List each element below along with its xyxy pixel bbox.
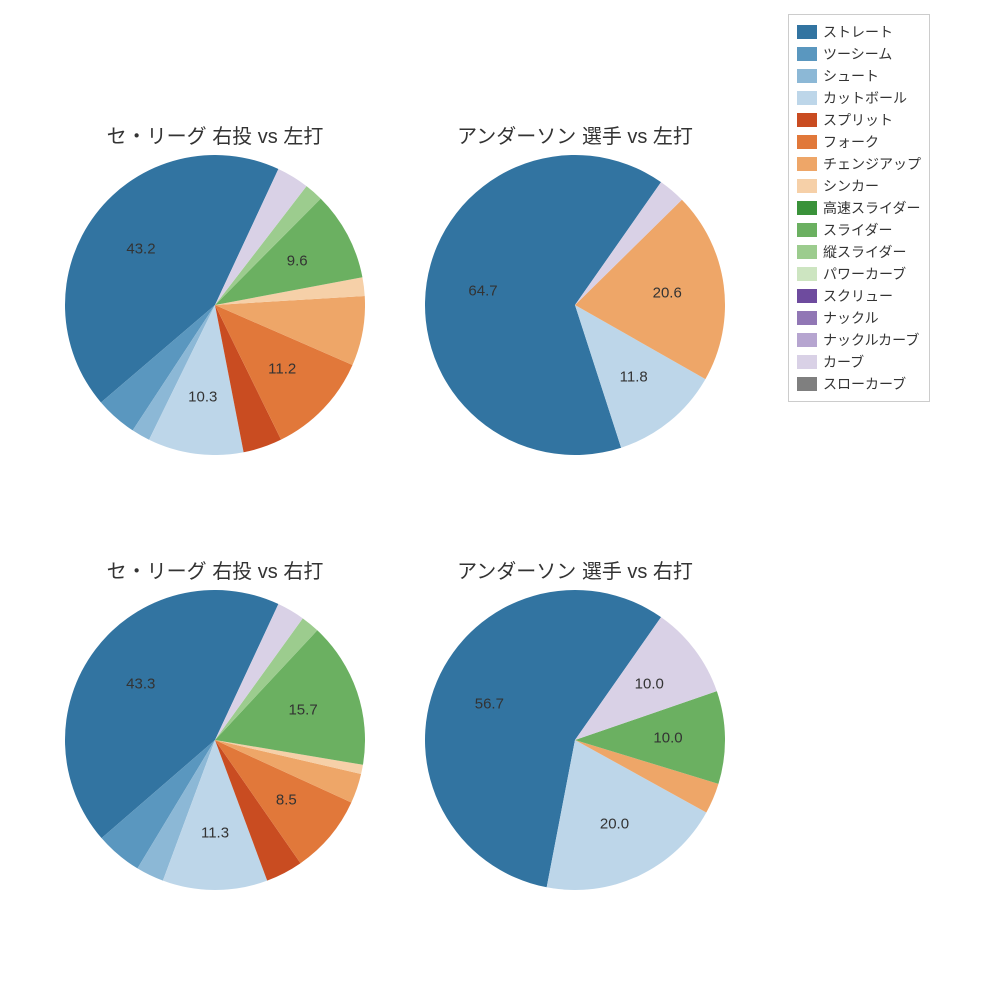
legend-item: ツーシーム <box>797 43 921 65</box>
legend-label: スローカーブ <box>823 374 906 394</box>
legend-item: チェンジアップ <box>797 153 921 175</box>
legend-swatch <box>797 223 817 237</box>
legend-label: ナックルカーブ <box>823 330 919 350</box>
chart-title: セ・リーグ 右投 vs 右打 <box>107 555 324 584</box>
legend-swatch <box>797 113 817 127</box>
legend-swatch <box>797 267 817 281</box>
legend-label: チェンジアップ <box>823 154 921 174</box>
legend-label: ナックル <box>823 308 879 328</box>
legend-label: 高速スライダー <box>823 198 920 218</box>
legend-swatch <box>797 333 817 347</box>
pie-chart <box>425 590 725 890</box>
legend-label: 縦スライダー <box>823 242 906 262</box>
legend-swatch <box>797 355 817 369</box>
legend-swatch <box>797 179 817 193</box>
legend-label: ストレート <box>823 22 893 42</box>
legend-item: スプリット <box>797 109 921 131</box>
legend-item: フォーク <box>797 131 921 153</box>
legend-item: ナックル <box>797 307 921 329</box>
pie-chart <box>425 155 725 455</box>
chart-title: アンダーソン 選手 vs 右打 <box>457 555 693 584</box>
legend-item: ナックルカーブ <box>797 329 921 351</box>
legend-label: ツーシーム <box>823 44 892 64</box>
legend-swatch <box>797 91 817 105</box>
legend-item: スクリュー <box>797 285 921 307</box>
legend-label: シンカー <box>823 176 879 196</box>
legend-item: カーブ <box>797 351 921 373</box>
legend-label: スライダー <box>823 220 892 240</box>
legend-item: スローカーブ <box>797 373 921 395</box>
legend-swatch <box>797 69 817 83</box>
chart-title: アンダーソン 選手 vs 左打 <box>457 120 693 149</box>
legend-swatch <box>797 135 817 149</box>
legend-swatch <box>797 289 817 303</box>
legend-label: スプリット <box>823 110 893 130</box>
legend-swatch <box>797 377 817 391</box>
chart-title: セ・リーグ 右投 vs 左打 <box>107 120 324 149</box>
legend-swatch <box>797 201 817 215</box>
legend-item: シンカー <box>797 175 921 197</box>
legend: ストレートツーシームシュートカットボールスプリットフォークチェンジアップシンカー… <box>788 14 930 402</box>
legend-label: パワーカーブ <box>823 264 906 284</box>
legend-item: 高速スライダー <box>797 197 921 219</box>
pie-chart <box>65 590 365 890</box>
legend-swatch <box>797 157 817 171</box>
legend-swatch <box>797 245 817 259</box>
legend-swatch <box>797 25 817 39</box>
legend-label: カットボール <box>823 88 907 108</box>
legend-label: スクリュー <box>823 286 893 306</box>
legend-swatch <box>797 311 817 325</box>
legend-item: ストレート <box>797 21 921 43</box>
pie-chart <box>65 155 365 455</box>
figure: セ・リーグ 右投 vs 左打43.210.311.29.6アンダーソン 選手 v… <box>0 0 1000 1000</box>
legend-item: スライダー <box>797 219 921 241</box>
legend-label: カーブ <box>823 352 864 372</box>
legend-label: シュート <box>823 66 879 86</box>
legend-item: 縦スライダー <box>797 241 921 263</box>
legend-swatch <box>797 47 817 61</box>
legend-item: パワーカーブ <box>797 263 921 285</box>
legend-item: カットボール <box>797 87 921 109</box>
legend-item: シュート <box>797 65 921 87</box>
legend-label: フォーク <box>823 132 879 152</box>
